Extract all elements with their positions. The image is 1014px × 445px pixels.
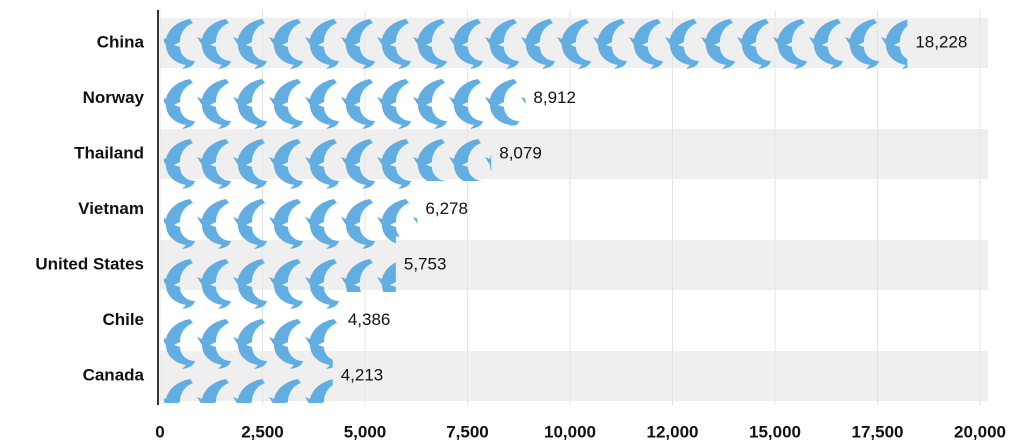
value-label: 4,386 (348, 310, 391, 329)
value-label: 6,278 (425, 199, 468, 218)
pictogram-bar (164, 180, 418, 237)
value-label: 8,079 (499, 143, 542, 162)
value-label: 18,228 (915, 32, 967, 51)
x-tick-label: 2,500 (241, 422, 284, 441)
category-label: Canada (83, 365, 145, 384)
x-tick-label: 7,500 (446, 422, 489, 441)
x-tick-label: 0 (155, 422, 164, 441)
x-tick-label: 12,000 (647, 422, 699, 441)
pictogram-bar (164, 69, 526, 126)
pictogram-bar (164, 236, 396, 292)
category-label: Thailand (74, 143, 144, 162)
x-tick-label: 10,000 (544, 422, 596, 441)
x-tick-label: 20,000 (954, 422, 1006, 441)
x-tick-label: 17,500 (852, 422, 904, 441)
pictogram-bar (164, 291, 340, 348)
value-label: 4,213 (341, 365, 384, 384)
value-label: 5,753 (404, 254, 447, 273)
category-label: Chile (102, 310, 144, 329)
x-tick-label: 5,000 (344, 422, 387, 441)
pictogram-bar (164, 347, 333, 403)
x-tick-label: 15,000 (749, 422, 801, 441)
value-label: 8,912 (533, 88, 576, 107)
pictogram-bar (164, 14, 908, 70)
category-label: United States (35, 254, 144, 273)
category-label: China (97, 32, 145, 51)
category-label: Norway (83, 88, 145, 107)
category-label: Vietnam (78, 199, 144, 218)
pictogram-bar (164, 125, 492, 181)
